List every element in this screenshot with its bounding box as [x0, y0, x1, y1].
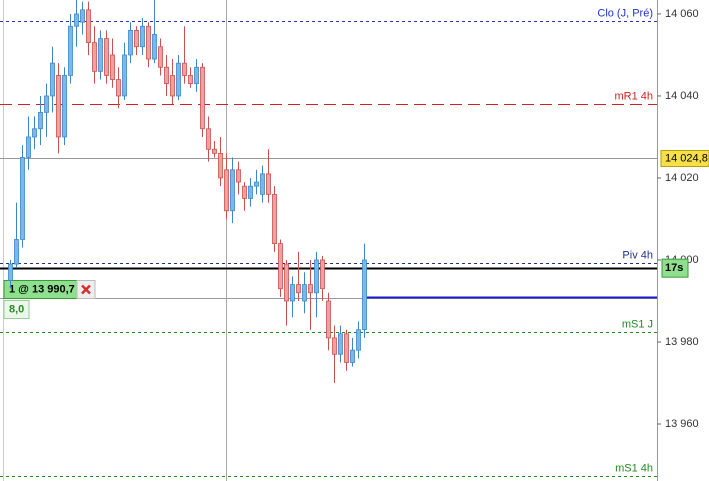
candle-body	[206, 128, 211, 150]
level-label: mS1 J	[622, 318, 653, 330]
candle-body	[56, 75, 61, 138]
candle-body	[350, 349, 355, 363]
candle-body	[62, 75, 67, 138]
candle-body	[272, 193, 277, 244]
candle-body	[362, 259, 367, 331]
candle-body	[320, 259, 325, 290]
candle-body	[242, 185, 247, 199]
candle-body	[302, 284, 307, 302]
candle-body	[194, 66, 199, 85]
candle-body	[296, 284, 301, 294]
y-tick-label: 14 040	[665, 90, 699, 102]
candle-body	[104, 38, 109, 76]
candle-body	[170, 75, 175, 97]
pnl-label: 8,0	[9, 303, 24, 315]
candle-body	[86, 9, 91, 44]
price-box	[660, 150, 709, 167]
candle-body	[50, 62, 55, 97]
candle-body	[176, 62, 181, 97]
candle-body	[248, 185, 253, 199]
candle-body	[20, 157, 25, 240]
candle-body	[128, 29, 133, 56]
candle-body	[188, 75, 193, 85]
candle-body	[14, 239, 19, 265]
candle-body	[212, 148, 217, 154]
close-icon	[81, 284, 91, 295]
y-tick-label: 13 980	[665, 336, 699, 348]
candle-body	[254, 181, 259, 187]
level-label: Piv 4h	[622, 249, 653, 261]
candle-body	[266, 173, 271, 195]
candle-body	[356, 329, 361, 351]
timer-label: 17s	[665, 262, 683, 274]
price-label: 14 024,8	[665, 152, 708, 164]
candle-body	[158, 46, 163, 68]
y-tick-label: 14 020	[665, 172, 699, 184]
candle-body	[332, 337, 337, 355]
level-label: Clo (J, Pré)	[597, 7, 653, 19]
candle-body	[8, 263, 13, 281]
candle-body	[284, 263, 289, 302]
candle-body	[152, 34, 157, 60]
candle-body	[92, 42, 97, 72]
candle-body	[260, 173, 265, 195]
candle-body	[122, 54, 127, 97]
order-label: 1 @ 13 990,7	[9, 283, 75, 295]
candle-body	[26, 136, 31, 158]
candle-body	[308, 284, 313, 294]
candle-body	[116, 79, 121, 97]
candle-body	[32, 128, 37, 138]
pnl-box	[3, 300, 30, 319]
candle-body	[110, 54, 115, 80]
candle-body	[38, 111, 43, 130]
candle-body	[326, 300, 331, 339]
level-label: mS1 4h	[615, 462, 653, 474]
candle-body	[146, 25, 151, 60]
candle-body	[230, 169, 235, 212]
candle-body	[140, 25, 145, 48]
candle-body	[182, 62, 187, 76]
candle-body	[338, 333, 343, 355]
candle-body	[278, 243, 283, 290]
candle-body	[164, 66, 169, 85]
candle-body	[80, 9, 85, 23]
y-tick-label: 14 060	[665, 8, 699, 20]
candle-body	[74, 13, 79, 27]
candle-body	[314, 259, 319, 294]
y-tick-label: 13 960	[665, 418, 699, 430]
level-label: mR1 4h	[614, 90, 653, 102]
candle-body	[200, 66, 205, 130]
candle-body	[236, 169, 241, 183]
candle-body	[134, 29, 139, 48]
timer-box	[661, 258, 689, 278]
candle-body	[290, 284, 295, 302]
candle-body	[344, 333, 349, 363]
candle-body	[218, 152, 223, 179]
candle-body	[98, 38, 103, 72]
candle-body	[68, 25, 73, 76]
candle-body	[44, 95, 49, 113]
candle-body	[224, 169, 229, 212]
